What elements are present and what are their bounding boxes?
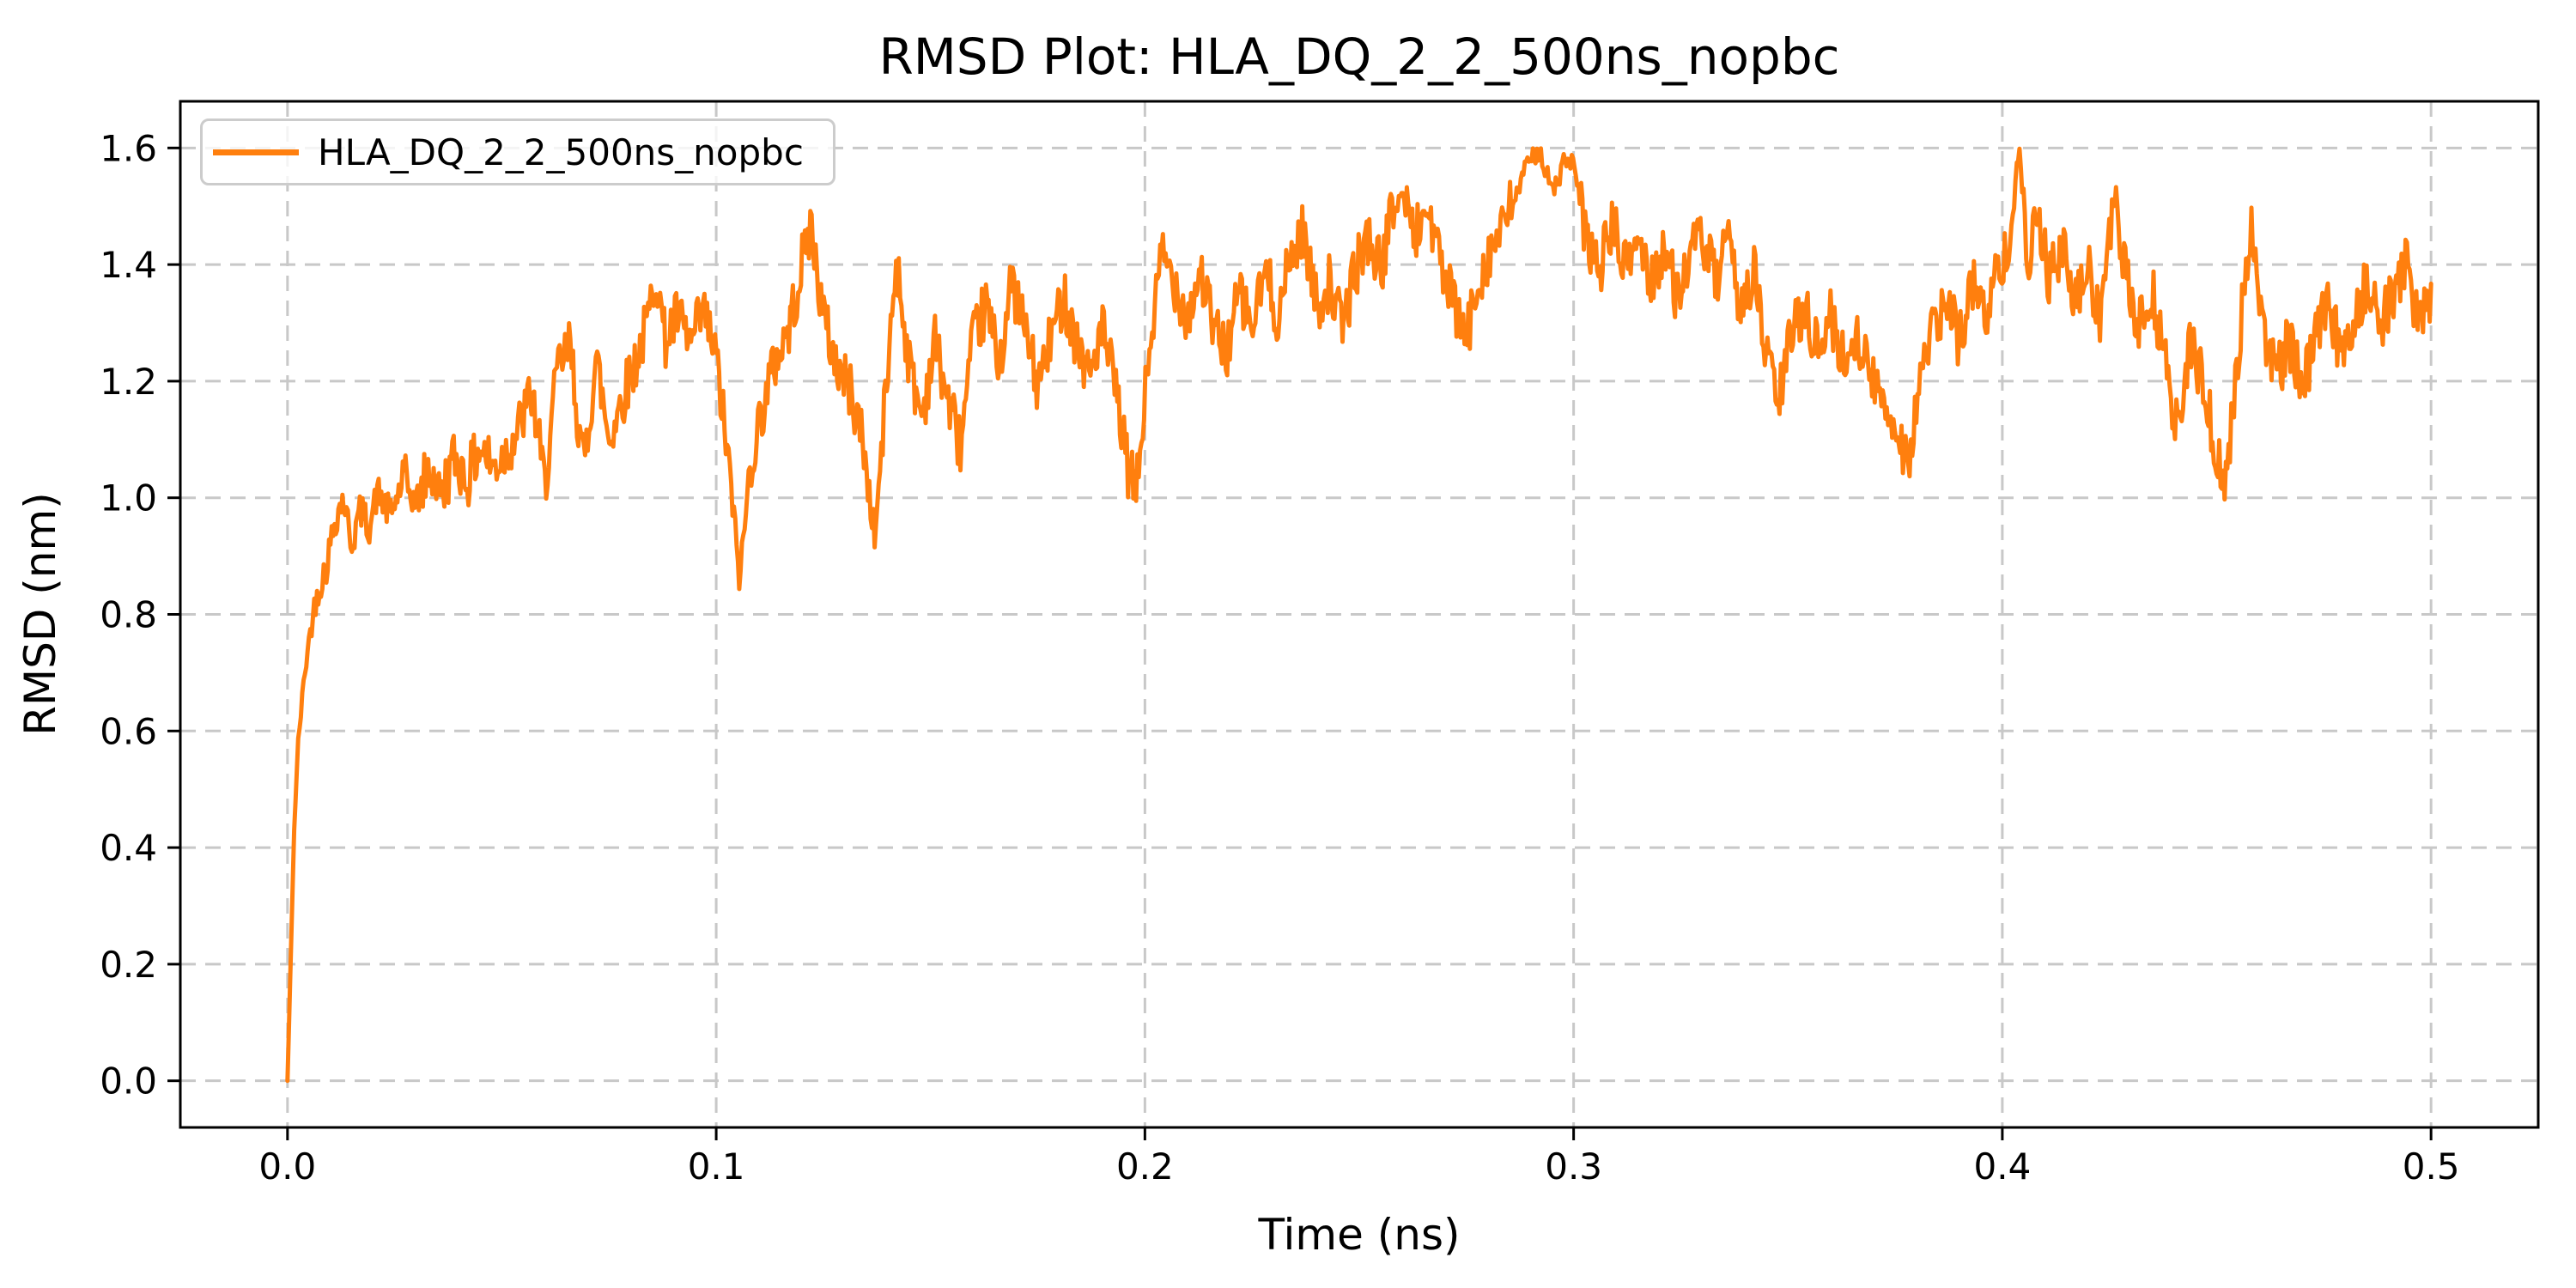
legend-series-label: HLA_DQ_2_2_500ns_nopbc xyxy=(318,131,804,173)
x-tick-label: 0.4 xyxy=(1974,1145,2032,1188)
x-tick-label: 0.0 xyxy=(258,1145,316,1188)
y-axis-label: RMSD (nm) xyxy=(15,492,65,736)
x-tick-label: 0.3 xyxy=(1545,1145,1602,1188)
x-tick-label: 0.1 xyxy=(688,1145,745,1188)
y-tick-label: 0.6 xyxy=(100,710,157,752)
rmsd-series-line xyxy=(285,146,2433,1084)
y-tick-label: 1.0 xyxy=(100,477,157,519)
x-tick-label: 0.5 xyxy=(2403,1145,2460,1188)
y-tick-label: 1.4 xyxy=(100,244,157,286)
legend-line-swatch xyxy=(213,149,299,155)
legend: HLA_DQ_2_2_500ns_nopbc xyxy=(200,118,835,185)
y-tick-label: 0.2 xyxy=(100,944,157,986)
x-tick-label: 0.2 xyxy=(1116,1145,1174,1188)
y-tick-label: 0.4 xyxy=(100,827,157,869)
x-axis-label: Time (ns) xyxy=(1258,1210,1461,1260)
y-tick-label: 1.6 xyxy=(100,127,157,169)
chart-title: RMSD Plot: HLA_DQ_2_2_500ns_nopbc xyxy=(878,27,1840,86)
y-tick-label: 0.8 xyxy=(100,594,157,636)
y-tick-label: 1.2 xyxy=(100,361,157,403)
y-tick-label: 0.0 xyxy=(100,1060,157,1103)
